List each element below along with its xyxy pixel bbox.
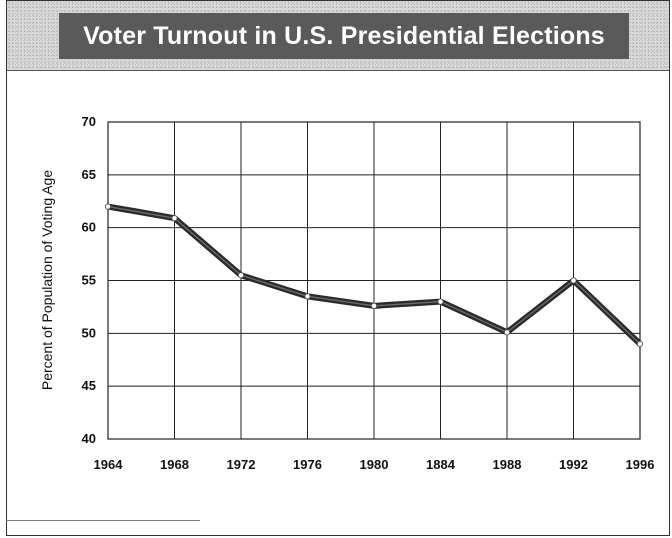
data-point: [437, 298, 444, 305]
y-tick-labels: 40 45 50 55 60 65 70: [82, 114, 96, 446]
data-point: [503, 329, 510, 336]
x-tick-label: 1964: [94, 457, 124, 472]
y-tick-label: 45: [82, 378, 96, 393]
y-tick-label: 50: [82, 325, 96, 340]
bottom-rule: [6, 520, 200, 521]
chart-frame: Voter Turnout in U.S. Presidential Elect…: [6, 0, 670, 536]
x-tick-label: 1884: [426, 457, 456, 472]
data-point: [637, 340, 644, 347]
x-tick-label: 1992: [559, 457, 588, 472]
y-tick-label: 60: [82, 220, 96, 235]
chart-title: Voter Turnout in U.S. Presidential Elect…: [83, 21, 605, 50]
data-point: [370, 302, 377, 309]
x-tick-labels: 1964 1968 1972 1976 1980 1884 1988 1992 1996: [94, 457, 655, 472]
y-tick-label: 55: [82, 273, 96, 288]
y-tick-label: 40: [82, 431, 96, 446]
grid: [107, 121, 641, 440]
title-header: Voter Turnout in U.S. Presidential Elect…: [7, 1, 669, 71]
x-tick-label: 1968: [160, 457, 189, 472]
y-tick-label: 65: [82, 167, 96, 182]
y-axis-label: Percent of Population of Voting Age: [39, 170, 55, 390]
title-banner: Voter Turnout in U.S. Presidential Elect…: [59, 13, 629, 59]
data-point: [304, 293, 311, 300]
data-point: [105, 203, 112, 210]
data-point: [171, 215, 178, 222]
x-tick-label: 1996: [626, 457, 655, 472]
series-group: [105, 203, 644, 347]
plot-area-border: [107, 121, 641, 440]
data-point: [237, 272, 244, 279]
y-tick-label: 70: [82, 114, 96, 129]
x-tick-label: 1988: [493, 457, 522, 472]
data-point: [570, 277, 577, 284]
x-tick-label: 1976: [293, 457, 322, 472]
x-tick-label: 1980: [360, 457, 389, 472]
x-tick-label: 1972: [227, 457, 256, 472]
